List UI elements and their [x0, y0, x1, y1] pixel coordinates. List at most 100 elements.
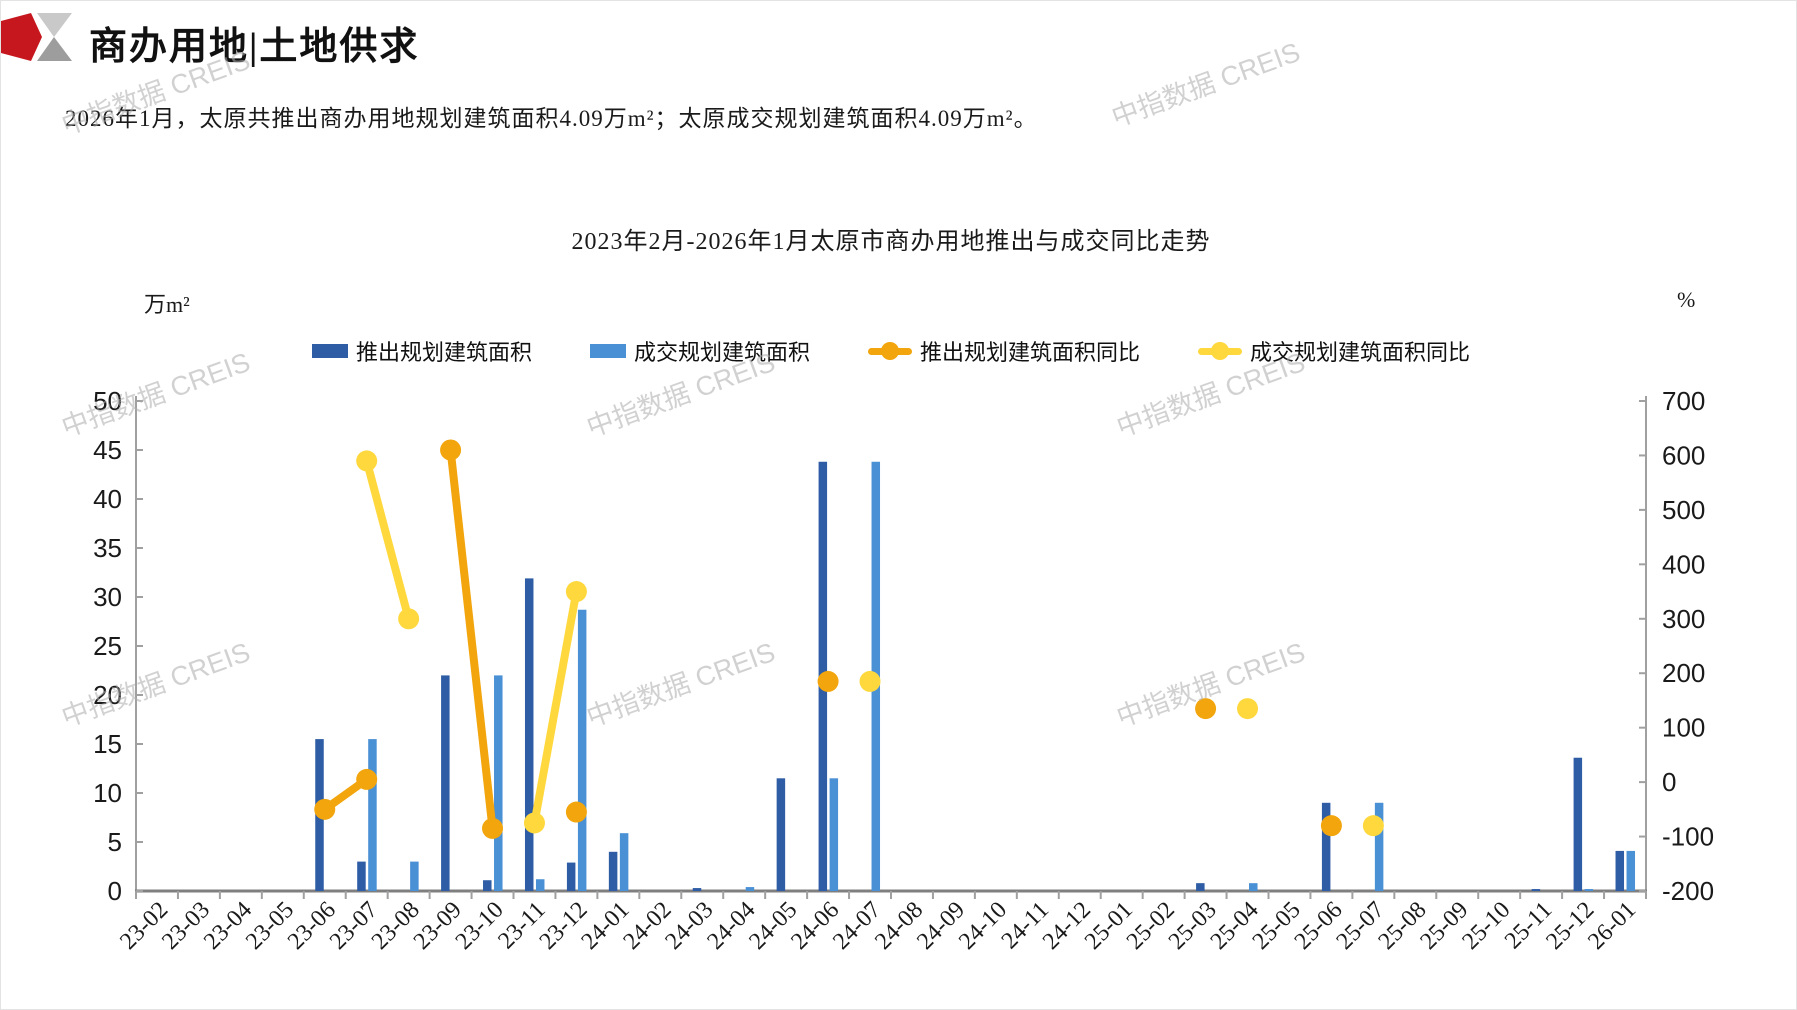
x-axis-category-label: 25-12 — [1541, 897, 1599, 955]
x-axis-category-label: 23-02 — [115, 897, 173, 955]
chart-legend: 推出规划建筑面积 成交规划建筑面积 推出规划建筑面积同比 成交规划建筑面积同比 — [101, 335, 1681, 367]
left-axis-tick-label: 10 — [93, 778, 122, 808]
legend-line-swatch-icon — [1198, 342, 1243, 360]
bar-sold-23-08 — [410, 861, 419, 891]
point-supply-yoy-23-09 — [440, 439, 462, 461]
x-axis-category-label: 24-12 — [1038, 897, 1096, 955]
x-axis-category-label: 23-08 — [367, 897, 425, 955]
bar-sold-25-04 — [1249, 883, 1258, 891]
right-axis-tick-label: 400 — [1662, 549, 1705, 579]
right-axis-tick-label: 0 — [1662, 767, 1676, 797]
x-axis-category-label: 25-03 — [1164, 897, 1222, 955]
point-supply-yoy-23-12 — [565, 801, 587, 823]
logo-red-shape — [1, 13, 42, 61]
bar-supply-23-12 — [566, 862, 576, 891]
point-supply-yoy-24-06 — [817, 670, 839, 692]
bar-sold-24-06 — [829, 778, 839, 891]
legend-item-2: 成交规划建筑面积 — [589, 335, 810, 367]
x-axis-category-label: 24-07 — [828, 897, 886, 955]
point-supply-yoy-23-07 — [356, 768, 378, 790]
point-supply-yoy-25-03 — [1195, 698, 1217, 720]
bar-supply-23-07 — [357, 861, 366, 891]
x-axis-category-label: 25-07 — [1332, 897, 1390, 955]
page-title: 商办用地|土地供求 — [89, 26, 420, 68]
line-segment-supply-yoy — [446, 446, 497, 833]
bar-supply-25-06 — [1321, 802, 1331, 891]
x-axis-category-label: 24-02 — [619, 897, 677, 955]
x-axis-category-label: 24-08 — [870, 897, 928, 955]
bar-supply-25-12 — [1573, 757, 1583, 891]
legend-label: 推出规划建筑面积 — [355, 340, 532, 365]
left-axis-unit-label: 万m² — [144, 292, 190, 317]
x-axis-category-label: 25-05 — [1248, 897, 1306, 955]
left-axis-tick-label: 15 — [93, 729, 122, 759]
point-sold-yoy-23-12 — [565, 581, 587, 603]
legend-label: 成交规划建筑面积同比 — [1250, 340, 1471, 365]
bar-sold-23-12 — [577, 609, 587, 891]
line-segment-sold-yoy — [530, 587, 581, 827]
left-axis-tick-label: 0 — [108, 876, 122, 906]
x-axis-category-label: 25-01 — [1080, 897, 1138, 955]
x-axis-category-label: 23-07 — [325, 897, 383, 955]
legend-bar-swatch-icon — [311, 344, 348, 358]
bar-sold-24-04 — [745, 887, 755, 891]
right-axis-tick-label: 500 — [1662, 495, 1705, 525]
bar-supply-25-03 — [1196, 883, 1205, 891]
x-axis-category-label: 23-11 — [493, 897, 550, 954]
point-sold-yoy-23-11 — [523, 812, 545, 834]
bar-sold-25-12 — [1584, 889, 1594, 891]
point-sold-yoy-25-04 — [1237, 698, 1259, 720]
right-axis-tick-label: 700 — [1662, 386, 1705, 416]
bar-supply-23-11 — [524, 578, 534, 891]
point-sold-yoy-23-07 — [356, 450, 378, 472]
legend-bar-swatch-icon — [589, 344, 626, 358]
logo-triangle-dark — [37, 37, 72, 61]
x-axis-category-label: 24-09 — [912, 897, 970, 955]
logo-triangle-light — [37, 13, 72, 37]
legend-label: 推出规划建筑面积同比 — [920, 340, 1141, 365]
x-axis-category-label: 25-02 — [1122, 897, 1180, 955]
x-axis-category-label: 23-06 — [283, 897, 341, 955]
bar-supply-24-01 — [608, 851, 618, 891]
right-axis-tick-label: 100 — [1662, 713, 1705, 743]
x-axis-category-label: 23-04 — [199, 897, 257, 955]
bar-supply-25-11 — [1531, 889, 1541, 891]
x-axis-category-label: 26-01 — [1583, 897, 1641, 955]
left-axis-tick-label: 5 — [108, 827, 122, 857]
left-axis-tick-label: 20 — [93, 680, 122, 710]
left-axis-tick-label: 40 — [93, 484, 122, 514]
bar-sold-25-07 — [1374, 802, 1384, 891]
bar-sold-26-01 — [1626, 850, 1636, 891]
bar-sold-24-01 — [619, 833, 629, 891]
legend-item-4: 成交规划建筑面积同比 — [1198, 335, 1470, 367]
right-axis-tick-label: 600 — [1662, 440, 1705, 470]
bar-sold-23-11 — [535, 879, 545, 891]
legend-label: 成交规划建筑面积 — [633, 340, 810, 365]
bar-supply-23-10 — [483, 880, 492, 891]
point-sold-yoy-23-08 — [398, 608, 420, 630]
x-axis-category-label: 24-06 — [786, 897, 844, 955]
left-axis-tick-label: 30 — [93, 582, 122, 612]
left-axis-tick-label: 45 — [93, 435, 122, 465]
x-axis-category-label: 24-10 — [954, 897, 1012, 955]
x-axis-category-label: 25-11 — [1500, 897, 1557, 954]
right-axis-tick-label: -100 — [1662, 822, 1714, 852]
x-axis-category-label: 24-04 — [702, 897, 760, 955]
x-axis-category-label: 24-05 — [744, 897, 802, 955]
point-supply-yoy-25-06 — [1320, 815, 1342, 837]
x-axis-category-label: 25-10 — [1457, 897, 1515, 955]
legend-item-3: 推出规划建筑面积同比 — [868, 335, 1140, 367]
chart-title: 2023年2月-2026年1月太原市商办用地推出与成交同比走势 — [571, 229, 1211, 255]
left-axis-tick-label: 50 — [93, 386, 122, 416]
x-axis-category-label: 24-11 — [997, 897, 1054, 954]
x-axis-category-label: 23-09 — [409, 897, 467, 955]
right-axis-unit-label: % — [1677, 287, 1696, 312]
point-supply-yoy-23-06 — [314, 798, 336, 820]
x-axis-category-label: 25-09 — [1416, 897, 1474, 955]
right-axis-tick-label: 300 — [1662, 604, 1705, 634]
x-axis-category-label: 24-03 — [661, 897, 719, 955]
brand-logo — [1, 13, 72, 61]
right-axis-tick-label: -200 — [1662, 876, 1714, 906]
point-sold-yoy-25-07 — [1362, 815, 1384, 837]
